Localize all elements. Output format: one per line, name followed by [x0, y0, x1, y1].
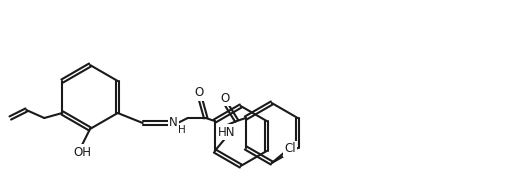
Text: O: O [220, 91, 230, 104]
Text: N: N [169, 117, 178, 130]
Text: Cl: Cl [284, 142, 295, 156]
Text: H: H [178, 125, 186, 135]
Text: O: O [194, 86, 203, 100]
Text: OH: OH [73, 146, 91, 158]
Text: HN: HN [218, 125, 235, 139]
